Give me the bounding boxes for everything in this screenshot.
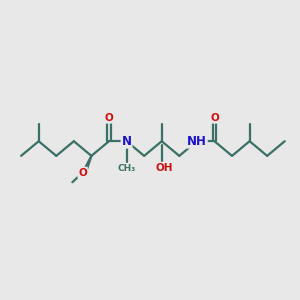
Text: OH: OH bbox=[155, 163, 173, 172]
Text: O: O bbox=[105, 113, 113, 123]
Text: CH₃: CH₃ bbox=[117, 164, 136, 173]
Text: O: O bbox=[210, 113, 219, 123]
Text: N: N bbox=[122, 135, 132, 148]
Text: O: O bbox=[78, 168, 87, 178]
Text: NH: NH bbox=[187, 135, 207, 148]
